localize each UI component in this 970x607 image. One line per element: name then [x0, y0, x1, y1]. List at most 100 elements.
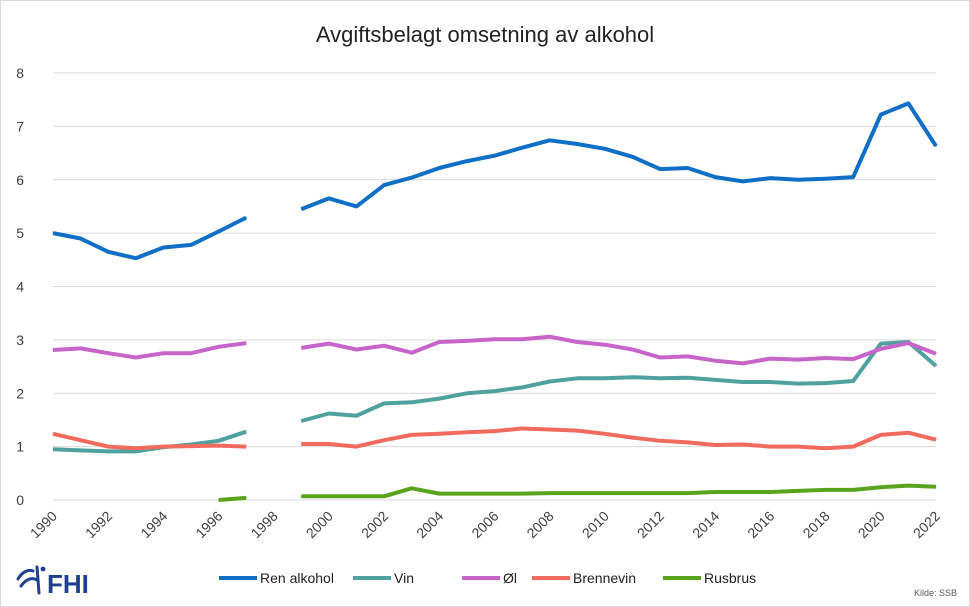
data-point	[383, 439, 385, 441]
y-tick-label: 1	[16, 439, 24, 455]
data-point	[80, 238, 82, 239]
data-point	[576, 143, 578, 145]
data-point	[218, 346, 220, 348]
series-4	[218, 483, 937, 502]
data-point	[687, 355, 689, 357]
data-point	[714, 444, 716, 446]
x-tick-label: 2018	[799, 508, 832, 541]
data-point	[218, 231, 220, 232]
data-point	[383, 345, 385, 347]
data-point	[356, 349, 357, 350]
data-point	[632, 376, 633, 378]
data-point	[797, 446, 799, 448]
grid-layer	[53, 72, 936, 501]
y-tick-label: 0	[16, 492, 24, 508]
data-point	[714, 176, 716, 178]
data-point	[632, 349, 633, 350]
data-point	[659, 357, 661, 358]
data-point	[576, 492, 578, 494]
data-point	[742, 491, 744, 493]
data-point	[632, 156, 633, 158]
data-point	[907, 485, 909, 487]
data-point	[80, 449, 82, 451]
data-point	[797, 490, 799, 492]
data-point	[521, 493, 523, 495]
x-tick-label: 2022	[910, 508, 943, 541]
data-point	[466, 493, 468, 495]
legend-item: Øl	[462, 570, 517, 586]
series-line	[218, 483, 937, 502]
data-point	[135, 447, 137, 449]
data-point	[494, 493, 495, 495]
data-point	[825, 489, 827, 491]
data-point	[576, 430, 578, 432]
data-point	[576, 341, 578, 343]
data-point	[687, 441, 689, 443]
data-point	[411, 487, 413, 489]
y-axis-ticks: 0 1 2 3 4 5 6 7 8	[16, 65, 24, 508]
data-point	[604, 148, 606, 150]
data-point	[135, 357, 137, 358]
data-point	[769, 446, 771, 448]
data-point	[659, 377, 661, 379]
data-point	[411, 352, 413, 354]
data-point	[825, 382, 827, 384]
data-point	[162, 446, 164, 448]
data-point	[687, 167, 689, 169]
data-point	[300, 420, 302, 422]
data-point	[742, 381, 744, 383]
fhi-logo-text: FHI	[47, 569, 89, 599]
chart-title: Avgiftsbelagt omsetning av alkohol	[316, 22, 654, 47]
data-point	[604, 377, 606, 379]
data-point	[328, 197, 330, 199]
data-point	[687, 377, 689, 379]
data-point	[852, 176, 854, 178]
x-tick-label: 1992	[82, 508, 115, 541]
data-point	[687, 492, 689, 494]
series-layer	[52, 101, 938, 502]
data-point	[107, 450, 109, 452]
data-point	[300, 443, 302, 445]
data-point	[852, 380, 854, 382]
data-point	[769, 381, 771, 383]
data-point	[190, 352, 192, 354]
x-tick-label: 1996	[192, 508, 225, 541]
y-tick-label: 4	[16, 279, 24, 295]
x-axis-ticks: 1990 1992 1994 1996 1998 2000 2002 2004 2006 2008…	[27, 508, 943, 541]
y-tick-label: 5	[16, 225, 24, 241]
x-tick-label: 2012	[634, 508, 667, 541]
data-point	[245, 431, 247, 433]
data-point	[825, 357, 827, 359]
data-point	[135, 257, 137, 259]
data-point	[880, 486, 882, 488]
data-point	[438, 167, 440, 169]
data-point	[328, 413, 330, 414]
legend-item: Ren alkohol	[219, 570, 334, 586]
data-point	[521, 428, 523, 429]
data-point	[742, 362, 744, 364]
data-point	[825, 178, 827, 180]
x-tick-label: 2014	[689, 508, 722, 541]
y-tick-label: 8	[16, 65, 24, 81]
data-point	[245, 497, 247, 499]
data-point	[438, 493, 440, 495]
data-point	[328, 495, 330, 497]
data-point	[411, 401, 413, 403]
y-tick-label: 3	[16, 332, 24, 348]
data-point	[494, 155, 495, 157]
legend-label: Rusbrus	[704, 570, 756, 586]
x-tick-label: 2004	[413, 508, 446, 541]
series-line	[52, 101, 938, 261]
data-point	[632, 437, 633, 439]
data-point	[549, 139, 551, 141]
legend-item: Rusbrus	[663, 570, 756, 586]
data-point	[52, 433, 54, 435]
data-point	[742, 444, 744, 445]
data-point	[907, 102, 909, 104]
x-tick-label: 2016	[744, 508, 777, 541]
data-point	[383, 402, 385, 404]
data-point	[300, 347, 302, 349]
data-point	[356, 205, 357, 207]
